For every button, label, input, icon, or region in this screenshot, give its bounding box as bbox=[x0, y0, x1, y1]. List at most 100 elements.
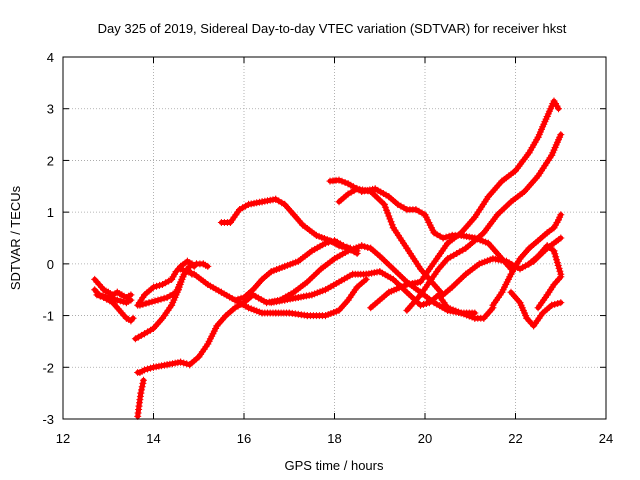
data-point-marker bbox=[456, 248, 464, 256]
data-point-marker bbox=[134, 333, 142, 341]
y-tick-label: 0 bbox=[47, 257, 54, 272]
data-point-marker bbox=[231, 296, 239, 304]
data-point-marker bbox=[557, 211, 565, 219]
data-point-marker bbox=[554, 262, 562, 269]
data-point-marker bbox=[386, 215, 394, 223]
data-point-marker bbox=[106, 297, 114, 305]
series-arc1 bbox=[91, 275, 135, 301]
data-point-marker bbox=[138, 383, 146, 391]
y-tick-label: 1 bbox=[47, 205, 54, 220]
data-point-marker bbox=[556, 267, 564, 275]
data-point-marker bbox=[341, 179, 349, 186]
data-point-marker bbox=[388, 221, 396, 229]
data-point-marker bbox=[236, 206, 243, 214]
x-tick-label: 12 bbox=[56, 431, 70, 446]
y-tick-label: -3 bbox=[42, 412, 54, 427]
data-point-marker bbox=[242, 202, 249, 210]
data-point-marker bbox=[139, 379, 147, 387]
data-point-marker bbox=[436, 232, 444, 240]
data-point-marker bbox=[385, 212, 393, 220]
data-point-marker bbox=[337, 240, 344, 248]
data-point-marker bbox=[100, 294, 108, 301]
data-point-marker bbox=[150, 283, 157, 291]
data-point-marker bbox=[459, 246, 467, 254]
data-point-marker bbox=[453, 250, 461, 257]
data-point-marker bbox=[144, 365, 151, 373]
chart-title: Day 325 of 2019, Sidereal Day-to-day VTE… bbox=[98, 21, 567, 36]
y-tick-label: 4 bbox=[47, 50, 54, 65]
data-point-marker bbox=[552, 253, 560, 261]
data-point-marker bbox=[147, 326, 154, 334]
series-arc7 bbox=[134, 291, 257, 376]
data-point-marker bbox=[442, 233, 450, 241]
data-point-marker bbox=[159, 281, 166, 288]
data-point-marker bbox=[157, 295, 165, 303]
data-point-marker bbox=[397, 202, 405, 210]
data-point-marker bbox=[180, 359, 188, 367]
data-point-marker bbox=[433, 231, 441, 239]
data-point-marker bbox=[423, 300, 430, 307]
data-point-marker bbox=[147, 364, 154, 372]
data-point-marker bbox=[415, 207, 423, 215]
data-point-marker bbox=[548, 301, 556, 309]
data-point-marker bbox=[131, 335, 139, 343]
x-tick-label: 24 bbox=[599, 431, 613, 446]
x-tick-label: 16 bbox=[237, 431, 251, 446]
data-point-marker bbox=[328, 237, 335, 245]
data-point-marker bbox=[162, 279, 170, 287]
data-point-marker bbox=[418, 209, 426, 217]
data-point-marker bbox=[550, 247, 558, 255]
data-point-marker bbox=[555, 105, 562, 113]
y-tick-label: -1 bbox=[42, 309, 54, 324]
data-point-marker bbox=[347, 188, 355, 196]
data-point-marker bbox=[554, 300, 562, 307]
data-point-marker bbox=[142, 300, 150, 307]
data-point-marker bbox=[551, 250, 559, 258]
x-tick-label: 22 bbox=[508, 431, 522, 446]
data-point-marker bbox=[551, 300, 559, 308]
data-point-marker bbox=[412, 206, 420, 214]
data-point-marker bbox=[204, 262, 212, 270]
data-point-marker bbox=[430, 229, 438, 237]
series-arc21 bbox=[534, 273, 565, 312]
data-point-marker bbox=[447, 253, 455, 261]
data-point-marker bbox=[555, 264, 563, 272]
data-point-marker bbox=[156, 281, 163, 289]
series-arc18 bbox=[489, 211, 565, 309]
data-point-marker bbox=[137, 389, 145, 397]
plot-series bbox=[91, 97, 565, 420]
data-point-marker bbox=[231, 304, 239, 312]
data-point-marker bbox=[160, 294, 168, 302]
series-arc3 bbox=[93, 291, 137, 325]
series-arc17 bbox=[403, 131, 565, 314]
data-point-marker bbox=[239, 204, 246, 212]
data-point-marker bbox=[137, 331, 145, 339]
data-point-marker bbox=[557, 131, 565, 139]
data-point-marker bbox=[364, 244, 372, 251]
data-point-marker bbox=[444, 255, 452, 263]
data-point-marker bbox=[151, 297, 159, 305]
data-point-marker bbox=[553, 256, 560, 264]
data-point-marker bbox=[322, 239, 329, 247]
data-point-marker bbox=[381, 203, 389, 211]
data-point-marker bbox=[141, 330, 148, 338]
data-point-marker bbox=[177, 358, 185, 366]
data-point-marker bbox=[557, 299, 565, 307]
data-point-marker bbox=[557, 273, 565, 281]
y-axis-label: SDTVAR / TECUs bbox=[8, 185, 23, 290]
y-tick-label: -2 bbox=[42, 360, 54, 375]
data-point-marker bbox=[103, 295, 111, 303]
data-point-marker bbox=[237, 294, 245, 302]
data-point-marker bbox=[380, 200, 388, 208]
data-point-marker bbox=[96, 292, 104, 300]
data-point-marker bbox=[139, 300, 147, 308]
data-point-marker bbox=[144, 328, 151, 336]
data-point-marker bbox=[335, 176, 343, 184]
data-point-marker bbox=[275, 197, 283, 205]
data-point-marker bbox=[163, 294, 171, 301]
data-point-marker bbox=[127, 296, 135, 304]
data-point-marker bbox=[140, 376, 147, 384]
